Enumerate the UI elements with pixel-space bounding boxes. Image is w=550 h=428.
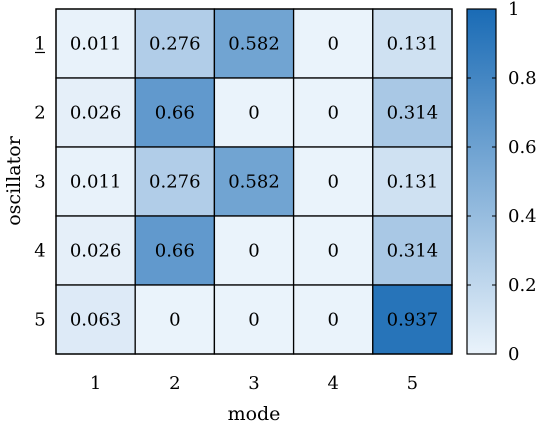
x-axis-label: mode: [228, 403, 281, 425]
cell-value-label: 0.276: [149, 172, 201, 193]
cell-value-label: 0: [327, 310, 338, 331]
cell-value-label: 0.026: [70, 241, 122, 262]
heatmap-cell-r5-c1: [55, 284, 136, 355]
plot-frame: [55, 8, 453, 355]
cell-value-label: 0.011: [70, 172, 122, 193]
cell-value-label: 0.276: [149, 34, 201, 55]
cell-value-label: 0.063: [70, 310, 122, 331]
colorbar-tick-label: 1: [508, 0, 519, 20]
heatmap-cell-r5-c3: [213, 284, 295, 355]
cell-value-label: 0.131: [387, 34, 439, 55]
heatmap-cell-r2-c3: [213, 77, 295, 148]
x-tick-label: 3: [248, 373, 259, 394]
colorbar-ticks: 0 0.2 0.4 0.6 0.8 1: [467, 0, 537, 365]
cell-value-label: 0: [327, 172, 338, 193]
x-tick-label: 2: [169, 373, 180, 394]
y-tick-label: 1: [34, 34, 45, 55]
heatmap-cell-r3-c2: [134, 146, 216, 217]
cell-value-label: 0.66: [155, 103, 195, 124]
y-tick-label: 2: [34, 103, 45, 124]
heatmap-cell-r4-c5: [372, 215, 453, 286]
cell-value-label: 0: [248, 241, 259, 262]
cell-value-label: 0.026: [70, 103, 122, 124]
cell-value-label: 0.314: [387, 103, 439, 124]
y-tick-label: 3: [34, 172, 45, 193]
colorbar-tick-label: 0.8: [508, 68, 537, 89]
cell-value-label: 0: [248, 310, 259, 331]
heatmap-cell-r4-c4: [292, 215, 374, 286]
heatmap-cell-r1-c1: [55, 8, 136, 79]
cell-value-label: 0: [327, 103, 338, 124]
y-tick-labels: 1 2 3 4 5: [34, 34, 45, 331]
x-tick-label: 5: [407, 373, 418, 394]
colorbar-tick-label: 0.2: [508, 275, 537, 296]
cell-value-label: 0: [327, 34, 338, 55]
x-tick-labels: 1 2 3 4 5: [90, 373, 418, 394]
colorbar-tick-label: 0.6: [508, 137, 537, 158]
cell-value-label: 0: [169, 310, 180, 331]
heatmap-cell-r1-c2: [134, 8, 216, 79]
cell-value-label: 0.937: [387, 310, 439, 331]
x-tick-label: 1: [90, 373, 101, 394]
heatmap-cell-r4-c3: [213, 215, 295, 286]
cell-value-label: 0.011: [70, 34, 122, 55]
cell-value-label: 0.582: [228, 34, 280, 55]
cell-value-label: 0.66: [155, 241, 195, 262]
cell-value-labels: 0.011 0.276 0.582 0 0.131 0.026 0.66 0 0 0.314 0.0…: [70, 34, 438, 331]
y-tick-label: 5: [34, 310, 45, 331]
y-tick-label: 4: [34, 241, 45, 262]
cell-value-label: 0.582: [228, 172, 280, 193]
colorbar-tick-label: 0: [508, 344, 519, 365]
heatmap-cell-r2-c5: [372, 77, 453, 148]
cell-value-label: 0: [248, 103, 259, 124]
x-tick-label: 4: [327, 373, 338, 394]
y-axis-label: oscillator: [3, 135, 25, 225]
heatmap-cell-r3-c4: [292, 146, 374, 217]
cell-value-label: 0.314: [387, 241, 439, 262]
heatmap-cells: [55, 8, 453, 355]
heatmap-cell-r4-c2: [134, 215, 216, 286]
colorbar-tick-label: 0.4: [508, 206, 537, 227]
cell-value-label: 0: [327, 241, 338, 262]
colorbar: [466, 8, 497, 355]
cell-value-label: 0.131: [387, 172, 439, 193]
heatmap-cell-r5-c2: [134, 284, 216, 355]
heatmap-cell-r5-c5: [372, 284, 453, 355]
